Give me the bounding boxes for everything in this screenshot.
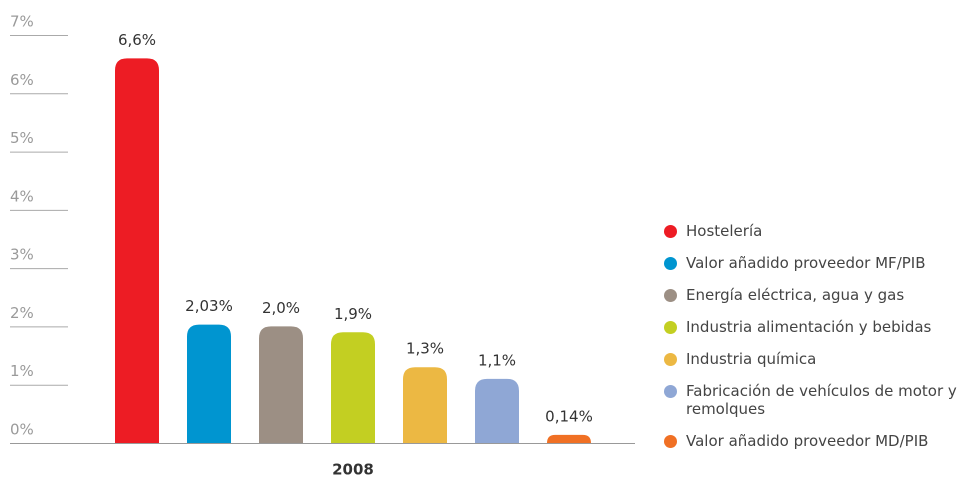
legend-label: Industria alimentación y bebidas — [686, 318, 932, 336]
y-tick-label: 3% — [10, 246, 34, 264]
y-tick-label: 1% — [10, 362, 34, 380]
y-tick-label: 4% — [10, 187, 34, 205]
value-label: 1,3% — [406, 340, 444, 358]
bar — [547, 434, 591, 443]
legend: Hostelería Valor añadido proveedor MF/PIB… — [664, 222, 964, 450]
legend-marker — [664, 435, 677, 448]
legend-label: Valor añadido proveedor MD/PIB — [686, 432, 929, 450]
legend-label: Fabricación de vehículos de motor y remo… — [686, 382, 957, 418]
legend-item: Industria alimentación y bebidas — [664, 318, 964, 336]
legend-label: Energía eléctrica, agua y gas — [686, 286, 905, 304]
legend-label: Hostelería — [686, 222, 763, 240]
value-label: 1,1% — [478, 351, 516, 369]
bar — [475, 378, 519, 443]
legend-marker — [664, 225, 677, 238]
legend-item: Valor añadido proveedor MF/PIB — [664, 254, 964, 272]
value-label: 1,9% — [334, 305, 372, 323]
legend-label: Industria química — [686, 350, 817, 368]
bar — [187, 324, 231, 443]
bar — [259, 326, 303, 443]
legend-item: Energía eléctrica, agua y gas — [664, 286, 964, 304]
legend-marker — [664, 385, 677, 398]
legend-item: Hostelería — [664, 222, 964, 240]
y-tick-label: 0% — [10, 421, 34, 439]
legend-label: Valor añadido proveedor MF/PIB — [686, 254, 926, 272]
legend-marker — [664, 289, 677, 302]
y-tick-label: 5% — [10, 129, 34, 147]
bar — [115, 58, 159, 444]
x-tick-label: 2008 — [332, 461, 374, 479]
bar — [331, 332, 375, 443]
legend-item: Fabricación de vehículos de motor y remo… — [664, 382, 964, 418]
legend-marker — [664, 353, 677, 366]
y-tick-label: 6% — [10, 71, 34, 89]
value-label: 6,6% — [118, 31, 156, 49]
y-tick-label: 7% — [10, 13, 34, 31]
legend-marker — [664, 257, 677, 270]
bar — [403, 367, 447, 443]
value-label: 2,03% — [185, 297, 233, 315]
legend-marker — [664, 321, 677, 334]
y-tick-label: 2% — [10, 304, 34, 322]
legend-item: Industria química — [664, 350, 964, 368]
value-label: 0,14% — [545, 407, 593, 425]
legend-item: Valor añadido proveedor MD/PIB — [664, 432, 964, 450]
chart: 0% 1% 2% 3% 4% 5% 6% 7% 6,6% 2,03% 2,0% 1,9% 1,3% 1,1… — [10, 13, 635, 479]
value-label: 2,0% — [262, 299, 300, 317]
